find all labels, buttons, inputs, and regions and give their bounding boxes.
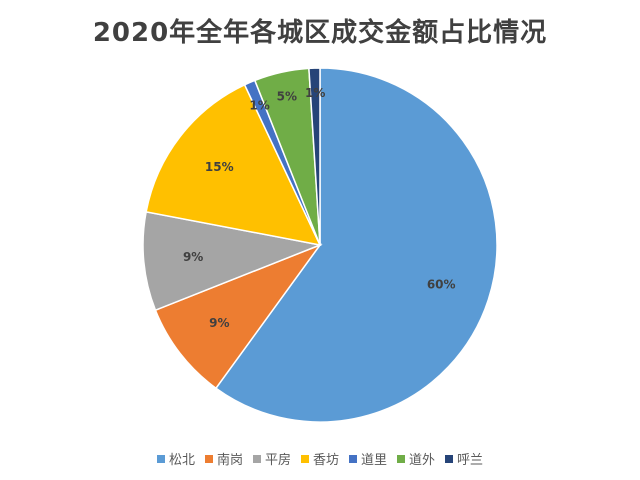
data-label-道外: 5% <box>277 89 297 103</box>
data-label-道里: 1% <box>249 98 269 112</box>
pie-slice-香坊 <box>145 83 322 247</box>
data-label-平房: 9% <box>183 250 203 264</box>
data-label-南岗: 9% <box>209 316 229 330</box>
legend-item-香坊: 香坊 <box>300 449 339 468</box>
legend-label: 松北 <box>168 453 195 468</box>
legend-item-道外: 道外 <box>397 449 435 468</box>
legend-item-松北: 松北 <box>156 449 195 468</box>
legend-item-呼兰: 呼兰 <box>445 449 483 468</box>
legend-swatch <box>445 454 454 463</box>
legend-label: 香坊 <box>312 453 339 468</box>
data-label-松北: 60% <box>427 277 456 291</box>
legend-label: 呼兰 <box>457 453 484 468</box>
legend-item-平房: 平房 <box>252 449 291 468</box>
pie-slice-呼兰 <box>308 67 321 246</box>
legend-label: 平房 <box>264 453 291 468</box>
pie-slice-平房 <box>142 210 323 312</box>
legend-item-道里: 道里 <box>349 449 387 468</box>
data-label-香坊: 15% <box>205 160 234 174</box>
pie-slice-松北 <box>214 67 498 423</box>
legend-swatch <box>349 454 357 463</box>
legend-label: 南岗 <box>216 453 243 468</box>
legend-swatch <box>252 454 261 463</box>
legend-item-南岗: 南岗 <box>204 449 243 468</box>
legend-swatch <box>156 454 165 463</box>
legend-label: 道里 <box>361 453 388 468</box>
chart-title: 2020年全年各城区成交金额占比情况 <box>92 18 548 48</box>
legend: 松北 南岗 平房 香坊 道里 道外 呼兰 <box>0 449 640 468</box>
legend-swatch <box>300 454 309 463</box>
legend-swatch <box>204 454 213 463</box>
legend-swatch <box>397 454 406 463</box>
legend-label: 道外 <box>409 453 436 468</box>
data-label-呼兰: 1% <box>305 86 325 100</box>
pie-slice-南岗 <box>154 243 323 390</box>
